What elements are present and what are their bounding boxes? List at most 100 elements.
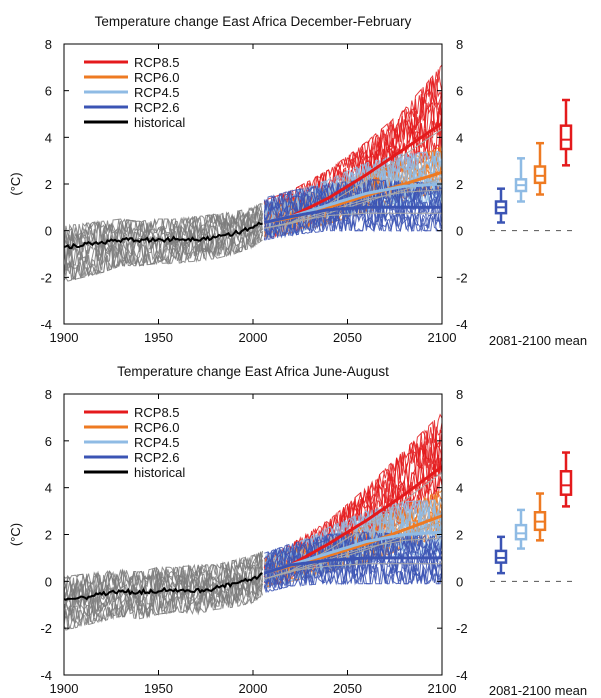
legend-label: RCP8.5	[134, 405, 180, 420]
x-tick-label: 2000	[239, 330, 268, 345]
box-period-label: 2081-2100 mean	[489, 683, 587, 698]
y-tick-label-left: 6	[45, 434, 52, 449]
ensemble-member-line	[64, 552, 263, 586]
y-tick-label-right: -2	[456, 621, 468, 636]
box-plot-rcp45	[514, 157, 528, 203]
y-tick-label-right: 2	[456, 177, 463, 192]
legend-label: RCP8.5	[134, 55, 180, 70]
x-tick-label: 2100	[428, 330, 457, 345]
ensemble-member-line	[64, 579, 263, 627]
y-tick-label-left: 4	[45, 481, 52, 496]
y-tick-label-left: 2	[45, 528, 52, 543]
y-tick-label-left: 0	[45, 574, 52, 589]
series-rcp26-ensemble	[263, 531, 442, 593]
box-plot-rcp26	[494, 187, 508, 224]
legend-label: RCP2.6	[134, 100, 180, 115]
series-historical-ensemble	[64, 203, 263, 282]
box-plot-rcp85	[559, 98, 573, 167]
ensemble-member-line	[263, 413, 442, 564]
series-rcp26-median-line	[264, 212, 442, 229]
y-tick-label-left: 0	[45, 224, 52, 239]
series-rcp85-median-line	[264, 128, 442, 229]
box-plot-rcp60	[533, 492, 547, 542]
y-tick-label-left: 8	[45, 37, 52, 52]
legend-label: RCP2.6	[134, 450, 180, 465]
ensemble-member-line	[64, 551, 263, 604]
series-rcp45-median-line	[264, 537, 442, 580]
x-tick-label: 1950	[144, 681, 173, 696]
series-rcp26-median-line	[264, 563, 442, 580]
legend-label: historical	[134, 465, 185, 480]
x-tick-label: 1900	[50, 330, 79, 345]
series-rcp85-median-line	[264, 472, 442, 580]
series-historical-mean-line	[64, 572, 263, 601]
box-iqr	[514, 523, 528, 541]
legend-label: historical	[134, 115, 185, 130]
box-plot-rcp26	[494, 535, 508, 575]
y-tick-label-right: -2	[456, 270, 468, 285]
y-tick-label-right: 4	[456, 130, 463, 145]
series-historical-mean-line	[64, 221, 263, 250]
y-tick-label-right: 6	[456, 434, 463, 449]
series-rcp26-ensemble	[263, 177, 442, 241]
box-plot-rcp45	[514, 508, 528, 550]
box-iqr	[559, 124, 573, 151]
ensemble-member-line	[64, 221, 263, 271]
box-plot-rcp85	[559, 451, 573, 508]
y-tick-label-left: -2	[40, 621, 52, 636]
x-tick-label: 1950	[144, 330, 173, 345]
y-tick-label-left: -4	[40, 317, 52, 332]
chart-title: Temperature change East Africa December-…	[95, 14, 412, 29]
y-tick-label-left: 2	[45, 177, 52, 192]
ensemble-member-line	[263, 498, 442, 563]
y-tick-label-right: 6	[456, 84, 463, 99]
box-iqr	[494, 549, 508, 564]
ensemble-member-line	[263, 64, 442, 207]
ensemble-member-line	[263, 151, 442, 213]
ensemble-member-line	[263, 554, 442, 589]
ensemble-member-line	[64, 203, 263, 243]
y-tick-label-right: 4	[456, 481, 463, 496]
series-rcp26-mean-line	[263, 556, 442, 575]
y-tick-label-left: 6	[45, 84, 52, 99]
y-tick-label-right: 2	[456, 528, 463, 543]
x-tick-label: 1900	[50, 681, 79, 696]
ensemble-member-line	[64, 210, 263, 257]
y-tick-label-left: 4	[45, 130, 52, 145]
x-tick-label: 2100	[428, 681, 457, 696]
x-tick-label: 2000	[239, 681, 268, 696]
chart-panel-jja: Temperature change East Africa June-Augu…	[8, 364, 587, 698]
ensemble-member-line	[263, 207, 442, 241]
y-axis-label: (°C)	[8, 172, 23, 195]
plot-area	[64, 64, 442, 282]
box-iqr	[559, 470, 573, 496]
box-plot-rcp60	[533, 141, 547, 196]
legend-label: RCP4.5	[134, 435, 180, 450]
ensemble-member-line	[264, 531, 442, 556]
y-tick-label-right: 0	[456, 574, 463, 589]
y-tick-label-left: 8	[45, 387, 52, 402]
chart-title: Temperature change East Africa June-Augu…	[117, 364, 389, 379]
series-historical-ensemble	[64, 550, 263, 631]
x-tick-label: 2050	[333, 330, 362, 345]
legend-label: RCP6.0	[134, 420, 180, 435]
y-tick-label-left: -4	[40, 668, 52, 683]
y-tick-label-right: 0	[456, 224, 463, 239]
y-tick-label-right: 8	[456, 37, 463, 52]
ensemble-member-line	[263, 563, 442, 593]
y-axis-label: (°C)	[8, 523, 23, 546]
y-tick-label-right: -4	[456, 317, 468, 332]
chart-panel-djf: Temperature change East Africa December-…	[8, 14, 587, 348]
y-tick-label-right: 8	[456, 387, 463, 402]
x-tick-label: 2050	[333, 681, 362, 696]
box-period-label: 2081-2100 mean	[489, 333, 587, 348]
y-tick-label-right: -4	[456, 668, 468, 683]
series-rcp26-mean-line	[263, 205, 442, 224]
y-tick-label-left: -2	[40, 270, 52, 285]
legend-label: RCP6.0	[134, 70, 180, 85]
legend-label: RCP4.5	[134, 85, 180, 100]
box-iqr	[533, 165, 547, 185]
